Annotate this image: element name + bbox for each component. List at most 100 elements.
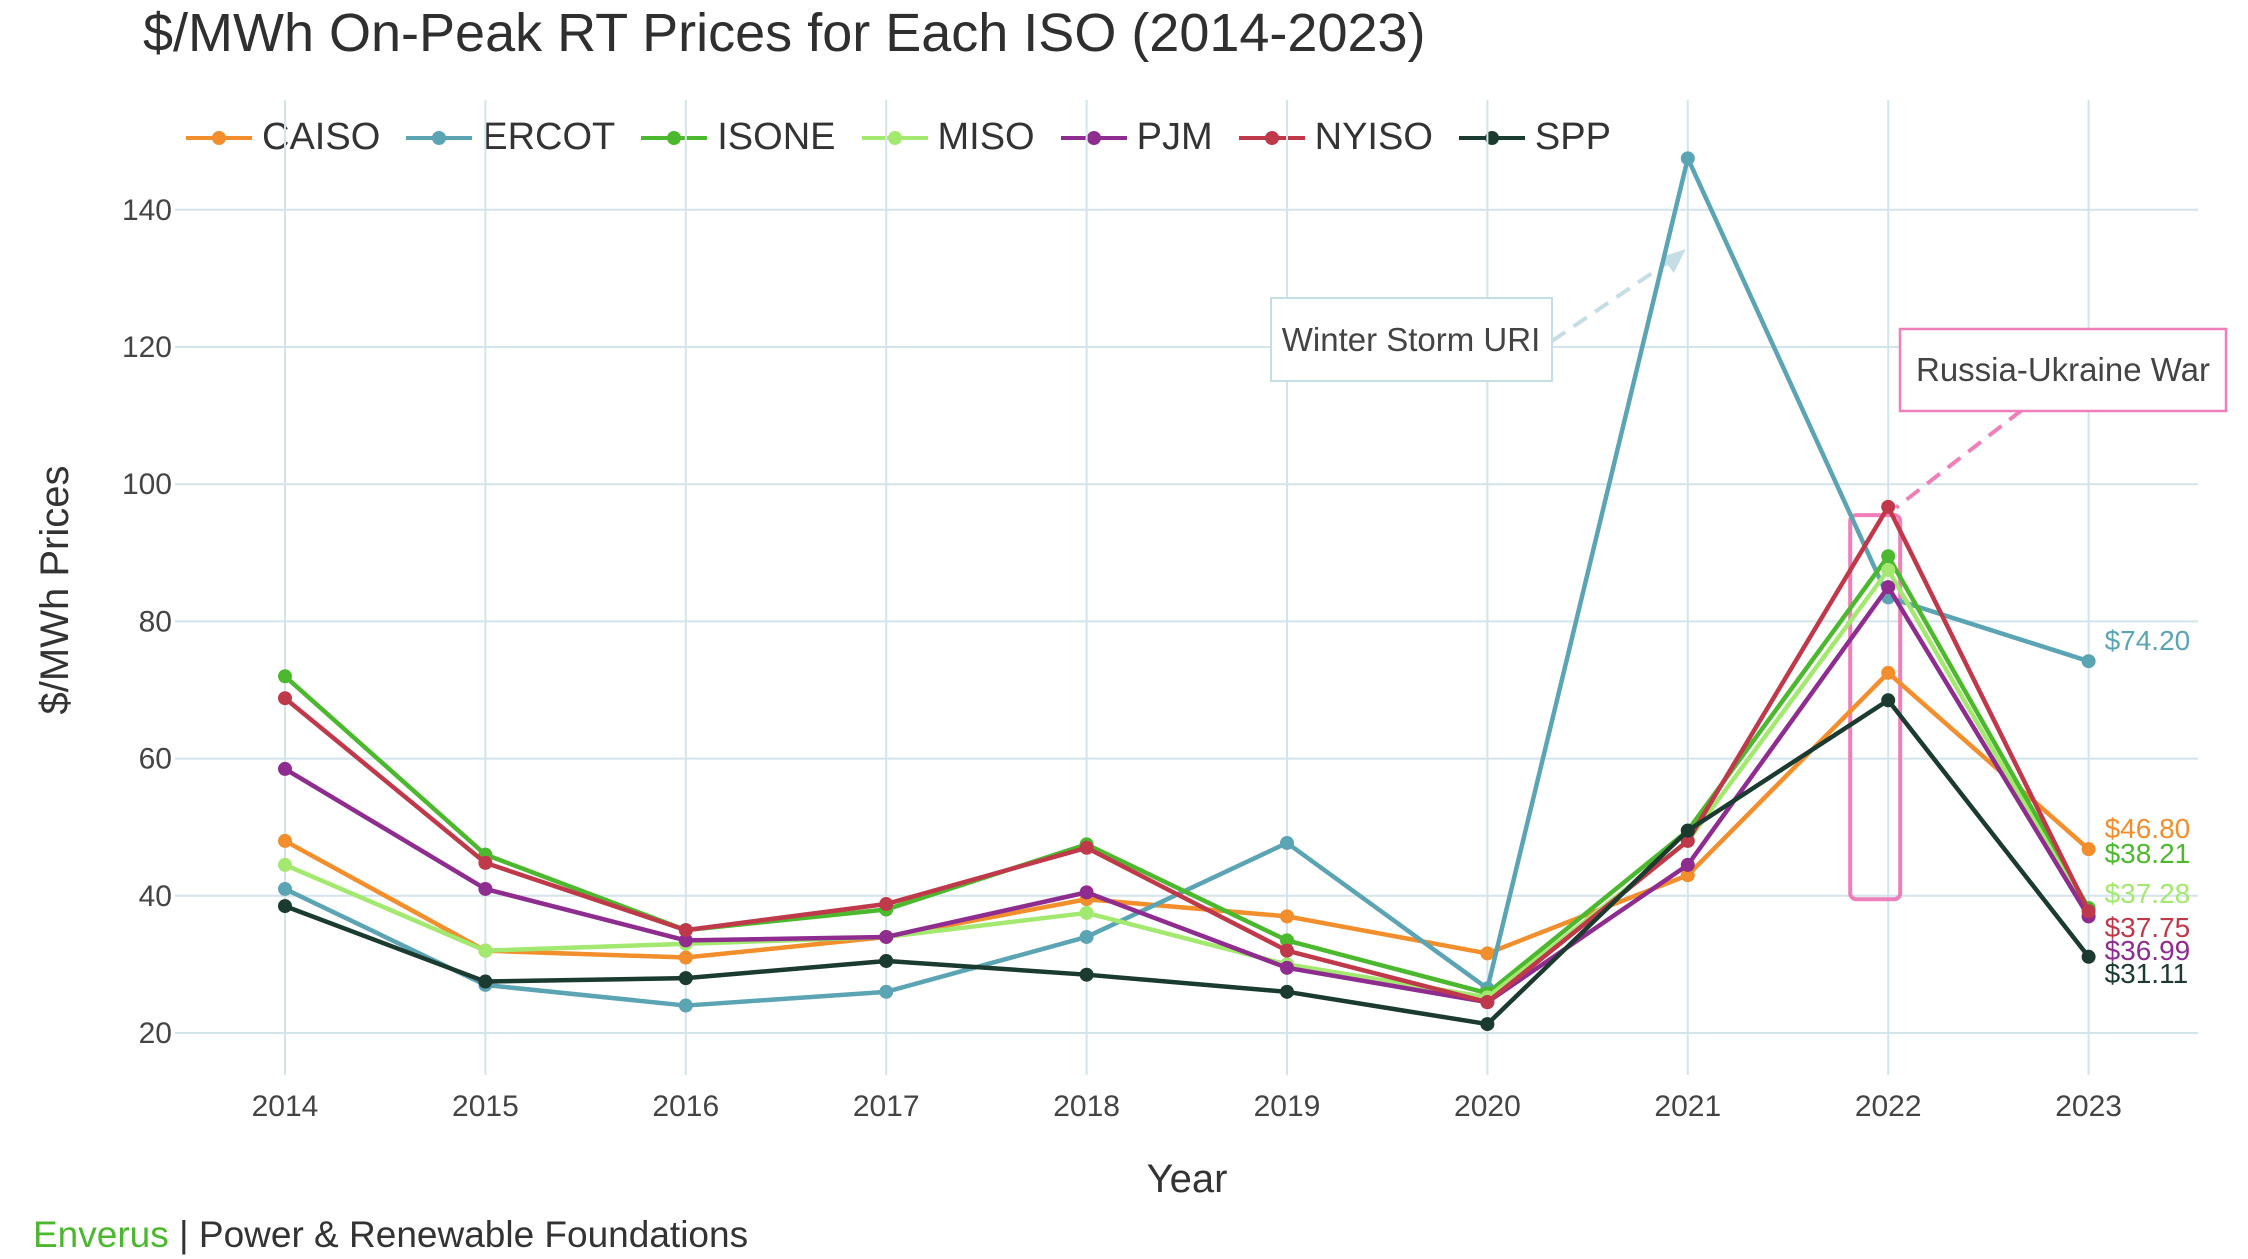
data-point-pjm <box>1881 580 1896 595</box>
footer-brand: Enverus <box>33 1214 169 1255</box>
data-point-ercot <box>1680 151 1695 166</box>
data-point-nyiso <box>478 855 493 870</box>
data-point-spp <box>1280 984 1294 999</box>
y-tick-label: 120 <box>122 331 172 364</box>
y-tick-label: 140 <box>122 194 172 227</box>
data-point-nyiso <box>879 897 894 912</box>
data-point-spp <box>879 953 894 968</box>
legend-swatch <box>641 128 708 148</box>
annotation-arrowhead <box>1661 248 1686 273</box>
annotation-label: Winter Storm URI <box>1282 321 1541 358</box>
legend-swatch <box>186 128 252 148</box>
series-line-miso <box>284 567 2091 1000</box>
series-line-pjm <box>283 584 2091 1005</box>
data-point-isone <box>278 669 292 684</box>
data-point-spp <box>278 899 292 914</box>
legend-swatch <box>406 128 473 148</box>
series-line-spp <box>284 698 2091 1027</box>
data-point-isone <box>1881 549 1896 564</box>
data-point-caiso <box>278 833 292 848</box>
legend-swatch <box>1060 128 1127 148</box>
end-value-label: $46.80 <box>2105 813 2191 844</box>
series-line-nyiso <box>283 504 2091 1005</box>
chart-title: $/MWh On-Peak RT Prices for Each ISO (20… <box>143 3 1426 63</box>
data-point-spp <box>2081 949 2096 964</box>
data-point-miso <box>278 857 292 872</box>
x-tick-label: 2020 <box>1454 1090 1521 1123</box>
data-point-caiso <box>1480 946 1495 961</box>
data-point-pjm <box>478 881 493 896</box>
data-point-nyiso <box>1079 840 1094 855</box>
legend-label: NYISO <box>1314 116 1433 158</box>
data-point-ercot <box>678 998 693 1013</box>
data-point-spp <box>478 974 493 989</box>
data-point-ercot <box>1280 835 1294 850</box>
x-tick-label: 2022 <box>1855 1090 1922 1123</box>
legend-label: CAISO <box>262 116 381 158</box>
data-point-nyiso <box>2081 904 2096 919</box>
data-point-nyiso <box>678 923 693 938</box>
footer-text: Power & Renewable Foundations <box>198 1214 749 1255</box>
annotation-box <box>1898 327 2228 413</box>
legend-label: SPP <box>1534 116 1611 158</box>
footer: Enverus | Power & Renewable Foundations <box>33 1214 748 1256</box>
y-tick-label: 20 <box>139 1017 172 1050</box>
data-point-nyiso <box>1480 995 1495 1010</box>
annotation-box <box>1270 297 1553 382</box>
data-point-spp <box>678 971 693 986</box>
data-point-nyiso <box>1280 943 1294 958</box>
x-tick-label: 2021 <box>1654 1090 1721 1123</box>
annotation-arrow <box>1550 255 1677 343</box>
x-tick-label: 2014 <box>252 1090 319 1123</box>
legend-item-isone: ISONE <box>641 116 836 159</box>
y-tick-label: 80 <box>139 605 172 638</box>
legend-item-caiso: CAISO <box>186 116 380 159</box>
series-line-caiso <box>283 670 2091 960</box>
y-tick-label: 60 <box>139 743 172 776</box>
legend-item-miso: MISO <box>861 116 1035 159</box>
end-value-label: $31.11 <box>2105 958 2189 989</box>
data-point-pjm <box>1079 885 1094 900</box>
highlight-box <box>1848 513 1903 902</box>
data-point-ercot <box>1079 929 1094 944</box>
y-axis-title: $/MWh Prices <box>33 466 77 715</box>
data-point-caiso <box>678 950 693 965</box>
data-point-caiso <box>2081 842 2096 857</box>
footer-separator: | <box>168 1214 199 1255</box>
data-point-pjm <box>1280 960 1294 975</box>
series-line-ercot <box>284 156 2090 1008</box>
x-tick-label: 2018 <box>1053 1090 1120 1123</box>
annotation-label: Russia-Ukraine War <box>1916 351 2210 388</box>
y-tick-label: 100 <box>122 468 172 501</box>
x-tick-label: 2017 <box>853 1090 920 1123</box>
data-point-caiso <box>1280 909 1294 924</box>
legend-swatch <box>1238 128 1305 148</box>
annotation-arrow <box>1894 408 2024 510</box>
data-point-pjm <box>879 929 894 944</box>
legend-label: ERCOT <box>482 116 616 158</box>
data-point-pjm <box>278 761 292 776</box>
x-tick-label: 2015 <box>452 1090 519 1123</box>
legend-label: PJM <box>1136 116 1213 158</box>
end-value-label: $38.21 <box>2105 838 2191 869</box>
y-tick-label: 40 <box>139 880 172 913</box>
data-point-nyiso <box>278 691 292 706</box>
data-point-spp <box>1680 823 1695 838</box>
data-point-spp <box>1881 693 1896 708</box>
data-point-pjm <box>678 933 693 948</box>
end-value-label: $37.28 <box>2105 878 2191 909</box>
data-point-miso <box>1079 905 1094 920</box>
end-value-label: $37.75 <box>2105 912 2191 943</box>
data-point-spp <box>1480 1017 1495 1032</box>
legend-label: MISO <box>937 116 1035 158</box>
chart-legend: CAISO ERCOT ISONE MISO PJM NYISO SPP <box>186 116 1611 159</box>
data-point-ercot <box>2081 654 2096 669</box>
data-point-nyiso <box>1680 833 1695 848</box>
data-point-miso <box>1881 562 1896 577</box>
legend-item-pjm: PJM <box>1060 116 1213 159</box>
x-tick-label: 2019 <box>1254 1090 1321 1123</box>
legend-item-spp: SPP <box>1458 116 1611 159</box>
legend-swatch <box>861 128 928 148</box>
data-point-nyiso <box>1881 499 1896 514</box>
